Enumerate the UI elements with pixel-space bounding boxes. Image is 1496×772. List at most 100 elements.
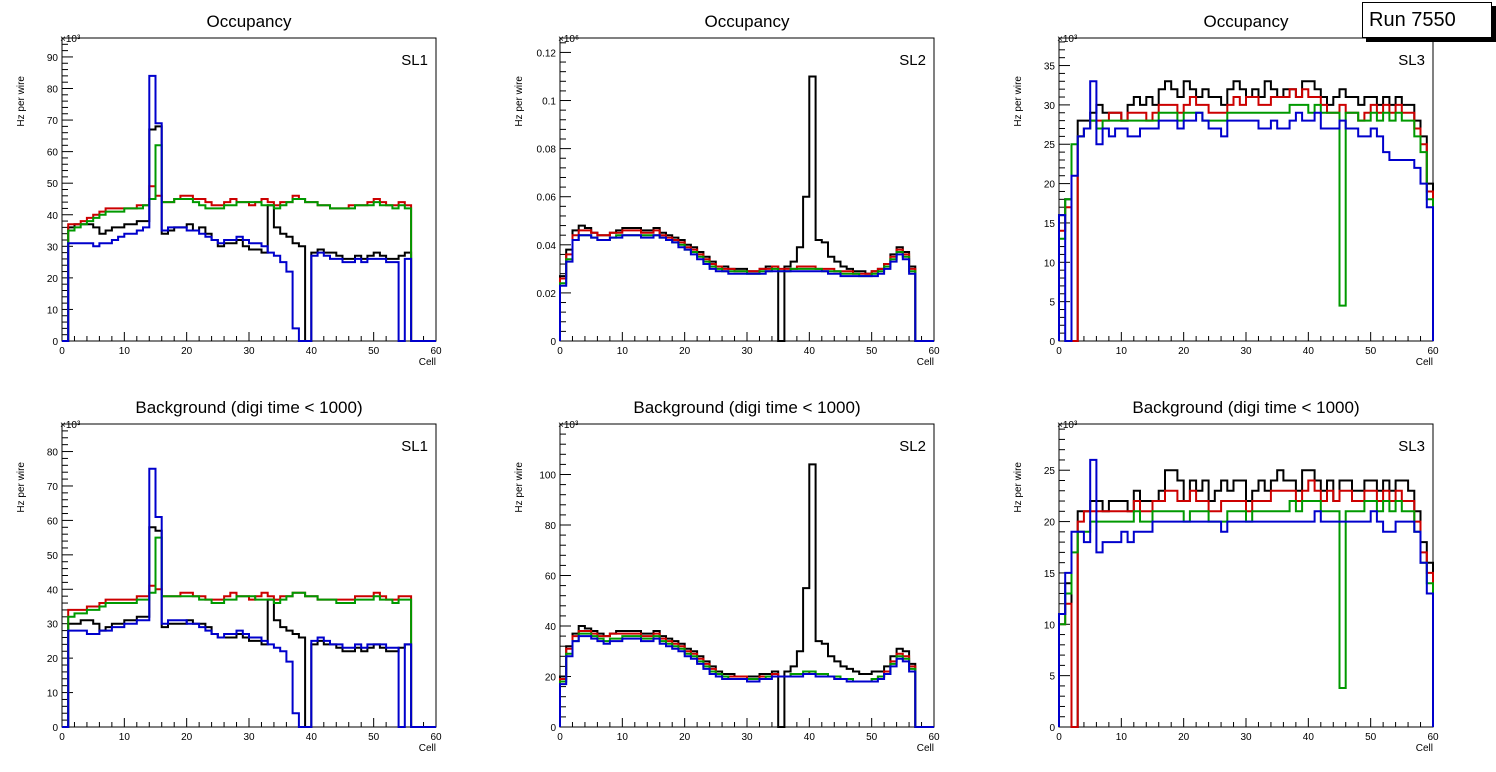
y-tick-label: 0 (52, 337, 58, 348)
x-tick-label: 30 (741, 346, 753, 357)
panel-title: Background (digi time < 1000) (633, 398, 860, 417)
y-axis-exponent: ×10³ (60, 420, 81, 431)
x-tick-label: 30 (243, 732, 255, 743)
y-tick-label: 40 (47, 585, 59, 596)
y-axis-exponent: ×10³ (1057, 34, 1078, 45)
x-axis-label: Cell (1416, 743, 1433, 754)
x-tick-label: 10 (1116, 732, 1128, 743)
x-axis-label: Cell (419, 357, 436, 368)
y-axis-exponent: ×10⁶ (558, 34, 579, 45)
series-black-histogram (62, 125, 436, 342)
y-tick-label: 0 (550, 337, 556, 348)
y-tick-label: 20 (47, 274, 59, 285)
y-tick-label: 0 (1049, 337, 1055, 348)
x-tick-label: 0 (59, 732, 65, 743)
x-tick-label: 10 (1116, 346, 1128, 357)
x-axis-label: Cell (1416, 357, 1433, 368)
y-tick-label: 50 (47, 551, 59, 562)
y-tick-label: 60 (47, 516, 59, 527)
series-green-histogram (559, 632, 934, 728)
series-green-histogram (559, 234, 934, 342)
y-tick-label: 0.02 (537, 289, 557, 300)
x-tick-label: 60 (430, 346, 442, 357)
x-tick-label: 20 (1178, 346, 1190, 357)
y-tick-label: 70 (47, 482, 59, 493)
series-green-histogram (62, 536, 436, 728)
y-tick-label: 60 (545, 572, 557, 583)
y-tick-label: 35 (1044, 62, 1056, 73)
x-axis-label: Cell (419, 743, 436, 754)
panel-title: Occupancy (704, 12, 790, 31)
y-tick-label: 40 (545, 622, 557, 633)
x-tick-label: 20 (181, 346, 193, 357)
x-tick-label: 0 (557, 732, 563, 743)
series-green-histogram (1058, 500, 1434, 727)
y-tick-label: 70 (47, 116, 59, 127)
histogram-panel-5: Background (digi time < 1000) SL2 Hz per w… (514, 398, 940, 754)
x-tick-label: 10 (119, 346, 131, 357)
x-tick-label: 20 (679, 732, 691, 743)
y-tick-label: 5 (1049, 672, 1055, 683)
series-blue-histogram (559, 635, 934, 728)
x-tick-label: 60 (1427, 346, 1439, 357)
x-tick-label: 0 (1056, 732, 1062, 743)
panel-title: Occupancy (1203, 12, 1289, 31)
x-tick-label: 30 (1240, 732, 1252, 743)
y-axis-exponent: ×10³ (1057, 420, 1078, 431)
y-tick-label: 0 (52, 723, 58, 734)
x-tick-label: 40 (306, 732, 318, 743)
x-tick-label: 50 (866, 732, 878, 743)
plot-frame (1058, 423, 1434, 728)
series-green-histogram (1058, 103, 1434, 341)
series-red-histogram (559, 229, 934, 342)
x-tick-label: 20 (1178, 732, 1190, 743)
histogram-panel-1: Occupancy SL1 Hz per wire Cell ×10³ 0 10 20 30 40… (16, 12, 442, 368)
superlayer-label: SL3 (1398, 438, 1425, 455)
x-tick-label: 40 (1303, 732, 1315, 743)
x-axis-label: Cell (917, 743, 934, 754)
y-tick-label: 0.04 (537, 241, 557, 252)
y-tick-label: 30 (1044, 101, 1056, 112)
series-black-histogram (559, 75, 934, 342)
y-tick-label: 40 (47, 211, 59, 222)
x-tick-label: 60 (1427, 732, 1439, 743)
y-axis-exponent: ×10³ (558, 420, 579, 431)
y-tick-label: 10 (1044, 258, 1056, 269)
x-tick-label: 50 (368, 346, 380, 357)
x-tick-label: 0 (1056, 346, 1062, 357)
y-tick-label: 60 (47, 148, 59, 159)
superlayer-label: SL3 (1398, 52, 1425, 69)
x-axis-label: Cell (917, 357, 934, 368)
x-tick-label: 60 (928, 732, 940, 743)
x-tick-label: 60 (928, 346, 940, 357)
x-tick-label: 40 (306, 346, 318, 357)
x-tick-label: 50 (368, 732, 380, 743)
x-tick-label: 0 (557, 346, 563, 357)
histogram-panel-2: Occupancy SL2 Hz per wire Cell ×10⁶ 0 10 20 30 40… (514, 12, 940, 368)
panel-title: Background (digi time < 1000) (135, 398, 362, 417)
y-axis-label: Hz per wire (514, 76, 525, 127)
series-red-histogram (62, 185, 436, 342)
plot-frame (1058, 37, 1434, 342)
series-green-histogram (62, 144, 436, 342)
run-label-box: Run 7550 (1362, 2, 1492, 38)
series-red-histogram (1058, 88, 1434, 342)
x-tick-label: 10 (617, 732, 629, 743)
x-tick-label: 20 (181, 732, 193, 743)
y-axis-label: Hz per wire (1013, 462, 1024, 513)
y-axis-label: Hz per wire (1013, 76, 1024, 127)
plot-frame (61, 37, 437, 342)
y-tick-label: 80 (47, 85, 59, 96)
plot-frame (559, 37, 935, 342)
y-axis-label: Hz per wire (16, 76, 27, 127)
y-tick-label: 0.12 (537, 48, 557, 59)
x-tick-label: 60 (430, 732, 442, 743)
y-tick-label: 30 (47, 242, 59, 253)
y-tick-label: 10 (47, 305, 59, 316)
y-tick-label: 0 (1049, 723, 1055, 734)
x-tick-label: 10 (617, 346, 629, 357)
histogram-panel-3: Occupancy SL3 Hz per wire Cell ×10³ 0 10 20 30 40… (1013, 12, 1439, 368)
y-axis-exponent: ×10³ (60, 34, 81, 45)
superlayer-label: SL1 (401, 52, 428, 69)
y-tick-label: 80 (47, 448, 59, 459)
